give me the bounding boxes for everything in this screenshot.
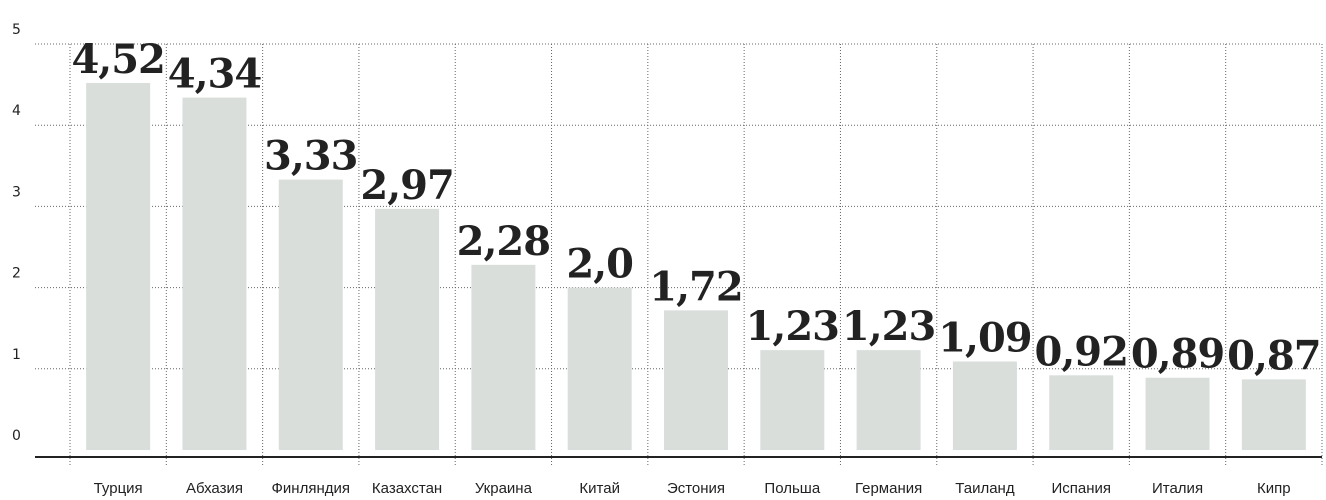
x-tick-label: Таиланд [955, 480, 1015, 497]
y-tick-label: 4 [12, 103, 21, 119]
x-tick-label: Германия [855, 480, 922, 497]
data-label: 1,23 [842, 303, 935, 350]
y-tick-label: 3 [12, 184, 21, 200]
x-tick-label: Казахстан [372, 480, 442, 497]
data-label: 4,52 [71, 36, 164, 83]
bar [1145, 377, 1210, 450]
x-tick-label: Украина [475, 480, 533, 497]
data-label: 1,09 [938, 314, 1031, 361]
data-label: 0,87 [1227, 332, 1320, 379]
y-tick-label: 0 [12, 428, 21, 444]
bar [952, 361, 1017, 450]
bar [182, 97, 247, 450]
data-label: 0,89 [1131, 331, 1224, 378]
bar [1241, 379, 1306, 450]
y-tick-label: 2 [12, 266, 21, 282]
data-label: 1,72 [649, 263, 742, 310]
x-tick-label: Испания [1051, 480, 1111, 497]
x-tick-label: Кипр [1257, 480, 1291, 497]
x-tick-label: Польша [764, 480, 820, 497]
bar [471, 264, 536, 450]
y-tick-label: 5 [12, 22, 21, 38]
x-tick-label: Италия [1152, 480, 1203, 497]
x-tick-label: Китай [579, 480, 620, 497]
data-label: 3,33 [264, 133, 357, 180]
bar [567, 287, 632, 450]
bar [1049, 375, 1114, 450]
data-label: 2,0 [566, 241, 633, 288]
bar [86, 82, 151, 450]
data-label: 4,34 [168, 51, 262, 98]
x-tick-label: Абхазия [186, 480, 243, 497]
bar [760, 350, 825, 450]
y-tick-label: 1 [12, 347, 21, 363]
data-label: 2,97 [360, 162, 453, 209]
data-label: 1,23 [746, 303, 839, 350]
data-label: 2,28 [457, 218, 550, 265]
x-tick-label: Финляндия [272, 480, 350, 497]
bar [664, 310, 728, 450]
bar [856, 350, 921, 450]
bar [375, 208, 440, 450]
bar [278, 179, 343, 450]
x-tick-label: Эстония [667, 480, 725, 497]
data-label: 0,92 [1035, 328, 1128, 375]
x-tick-label: Турция [94, 480, 143, 497]
